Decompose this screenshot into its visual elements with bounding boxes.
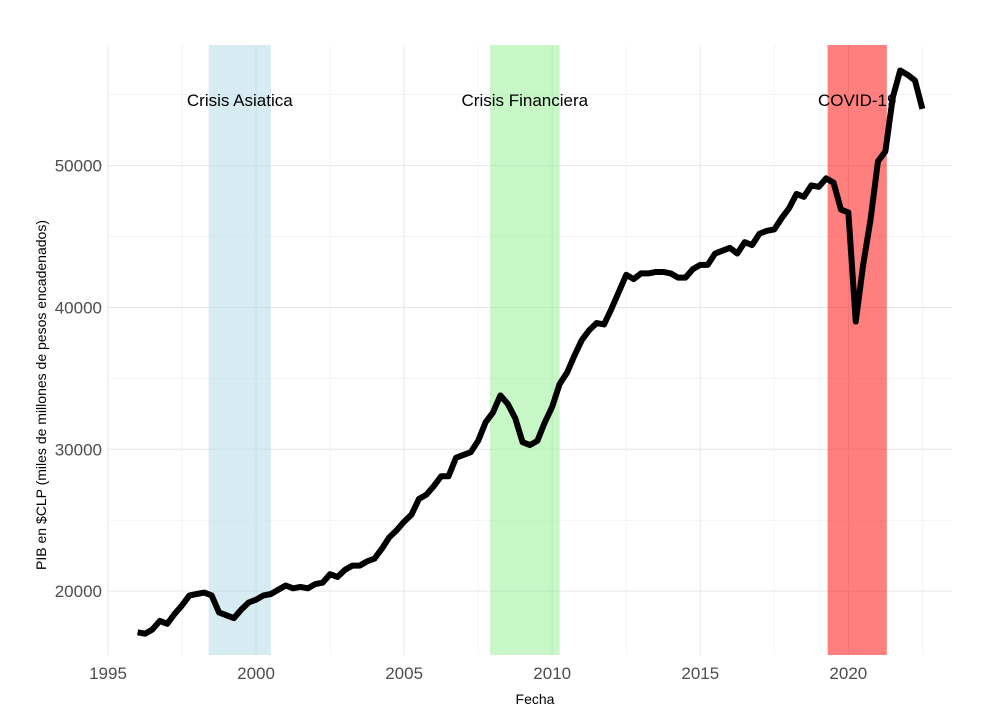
y-tick-label: 40000 [55, 298, 102, 317]
crisis-band-labels: Crisis Asiatica Crisis Financiera COVID-19 [187, 91, 897, 110]
crisis-band-label-1: Crisis Financiera [462, 91, 589, 110]
crisis-bands [208, 45, 887, 655]
y-tick-label: 30000 [55, 440, 102, 459]
crisis-band-label-2: COVID-19 [818, 91, 896, 110]
crisis-band-1 [490, 45, 560, 655]
x-tick-label: 2020 [829, 664, 867, 683]
y-axis-title: PIB en $CLP (miles de millones de pesos … [33, 220, 49, 570]
y-tick-label: 50000 [55, 157, 102, 176]
y-tick-label: 20000 [55, 582, 102, 601]
x-axis-title: Fecha [516, 691, 555, 707]
series-line-0 [137, 67, 926, 637]
crisis-band-label-0: Crisis Asiatica [187, 91, 293, 110]
x-tick-label: 2015 [681, 664, 719, 683]
y-axis-ticks: 20000 30000 40000 50000 [55, 157, 102, 602]
x-tick-label: 1995 [89, 664, 127, 683]
x-axis-ticks: 1995 2000 2005 2010 2015 2020 [89, 664, 867, 683]
x-tick-label: 2010 [533, 664, 571, 683]
crisis-band-2 [827, 45, 887, 655]
x-tick-label: 2005 [385, 664, 423, 683]
crisis-band-0 [208, 45, 271, 655]
x-tick-label: 2000 [237, 664, 275, 683]
series-layer [137, 67, 926, 637]
